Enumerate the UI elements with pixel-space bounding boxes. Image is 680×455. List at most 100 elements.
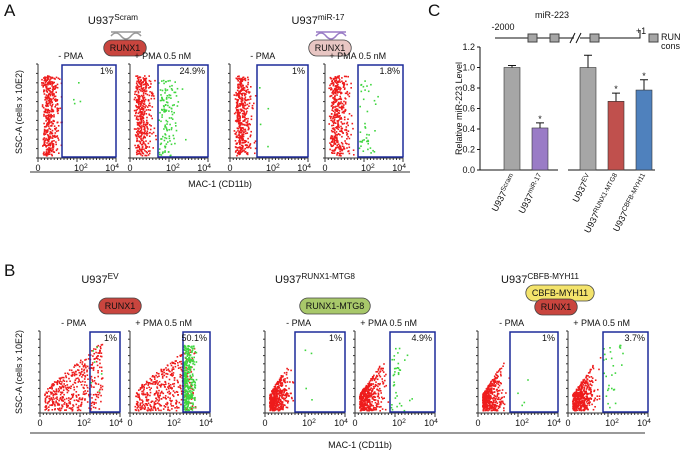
promoter-icon bbox=[316, 32, 346, 39]
event-dot bbox=[62, 392, 64, 394]
group-title-sup: miR-17 bbox=[318, 13, 345, 22]
event-dot bbox=[163, 408, 165, 410]
event-dot bbox=[146, 117, 148, 119]
event-dot bbox=[192, 379, 194, 381]
event-dot bbox=[161, 97, 163, 99]
event-dot bbox=[343, 104, 345, 106]
event-dot bbox=[150, 378, 152, 380]
event-dot bbox=[136, 152, 138, 154]
event-dot bbox=[166, 389, 168, 391]
event-dot bbox=[151, 118, 153, 120]
event-dot bbox=[245, 129, 247, 131]
x-tick-label-base: 0 bbox=[262, 418, 267, 428]
event-dot bbox=[94, 380, 96, 382]
event-dot bbox=[153, 132, 155, 134]
event-dot bbox=[171, 370, 173, 372]
event-dot bbox=[368, 399, 370, 401]
event-dot bbox=[150, 125, 152, 127]
panel-letter: C bbox=[428, 1, 440, 20]
event-dot bbox=[271, 403, 273, 405]
event-dot bbox=[177, 391, 179, 393]
event-dot bbox=[382, 381, 384, 383]
event-dot bbox=[75, 379, 77, 381]
event-dot bbox=[164, 386, 166, 388]
event-dot bbox=[62, 377, 64, 379]
event-dot bbox=[163, 83, 165, 85]
group-title-base: U937 bbox=[292, 15, 318, 27]
event-dot bbox=[399, 403, 401, 405]
event-dot bbox=[49, 101, 51, 103]
event-dot bbox=[345, 109, 347, 111]
event-dot bbox=[102, 344, 104, 346]
event-dot bbox=[94, 361, 96, 363]
x-tick-label-sup: 4 bbox=[402, 163, 406, 170]
event-dot bbox=[267, 146, 269, 148]
event-dot bbox=[377, 96, 379, 98]
event-dot bbox=[341, 130, 343, 132]
event-dot bbox=[43, 154, 45, 156]
event-dot bbox=[166, 404, 168, 406]
protein-label: RUNX1 bbox=[541, 302, 572, 312]
event-dot bbox=[248, 127, 250, 129]
event-dot bbox=[175, 125, 177, 127]
event-dot bbox=[187, 354, 189, 356]
event-dot bbox=[97, 365, 99, 367]
event-dot bbox=[496, 377, 498, 379]
event-dot bbox=[271, 406, 273, 408]
group-title-sup: RUNX1-MTG8 bbox=[301, 272, 355, 281]
event-dot bbox=[173, 372, 175, 374]
event-dot bbox=[136, 135, 138, 137]
event-dot bbox=[235, 133, 237, 135]
event-dot bbox=[382, 408, 384, 410]
event-dot bbox=[245, 108, 247, 110]
event-dot bbox=[148, 399, 150, 401]
event-dot bbox=[138, 119, 140, 121]
event-dot bbox=[79, 372, 81, 374]
event-dot bbox=[237, 106, 239, 108]
group-title: U937EV bbox=[81, 272, 119, 287]
event-dot bbox=[46, 94, 48, 96]
event-dot bbox=[84, 369, 86, 371]
event-dot bbox=[371, 390, 373, 392]
event-dot bbox=[135, 97, 137, 99]
event-dot bbox=[93, 407, 95, 409]
event-dot bbox=[500, 371, 502, 373]
event-dot bbox=[345, 103, 347, 105]
event-dot bbox=[160, 138, 162, 140]
event-dot bbox=[50, 391, 52, 393]
x-tick-label-sup: 2 bbox=[525, 418, 529, 425]
event-dot bbox=[98, 397, 100, 399]
event-dot bbox=[236, 132, 238, 134]
event-dot bbox=[167, 121, 169, 123]
event-dot bbox=[91, 367, 93, 369]
event-dot bbox=[100, 385, 102, 387]
event-dot bbox=[167, 402, 169, 404]
event-dot bbox=[143, 114, 145, 116]
event-dot bbox=[180, 367, 182, 369]
event-dot bbox=[367, 111, 369, 113]
x-tick-label: 104 bbox=[199, 418, 213, 429]
event-dot bbox=[160, 94, 162, 96]
event-dot bbox=[50, 76, 52, 78]
event-dot bbox=[186, 403, 188, 405]
event-dot bbox=[82, 399, 84, 401]
event-dot bbox=[161, 80, 163, 82]
event-dot bbox=[144, 384, 146, 386]
event-dot bbox=[44, 393, 46, 395]
event-dot bbox=[144, 78, 146, 80]
event-dot bbox=[147, 384, 149, 386]
event-dot bbox=[50, 78, 52, 80]
event-dot bbox=[101, 370, 103, 372]
event-dot bbox=[44, 142, 46, 144]
event-dot bbox=[280, 385, 282, 387]
x-tick-label: 104 bbox=[109, 418, 123, 429]
event-dot bbox=[272, 391, 274, 393]
event-dot bbox=[250, 131, 252, 133]
event-dot bbox=[52, 394, 54, 396]
event-dot bbox=[254, 142, 256, 144]
event-dot bbox=[173, 396, 175, 398]
event-dot bbox=[145, 86, 147, 88]
event-dot bbox=[49, 399, 51, 401]
event-dot bbox=[150, 115, 152, 117]
event-dot bbox=[149, 91, 151, 93]
